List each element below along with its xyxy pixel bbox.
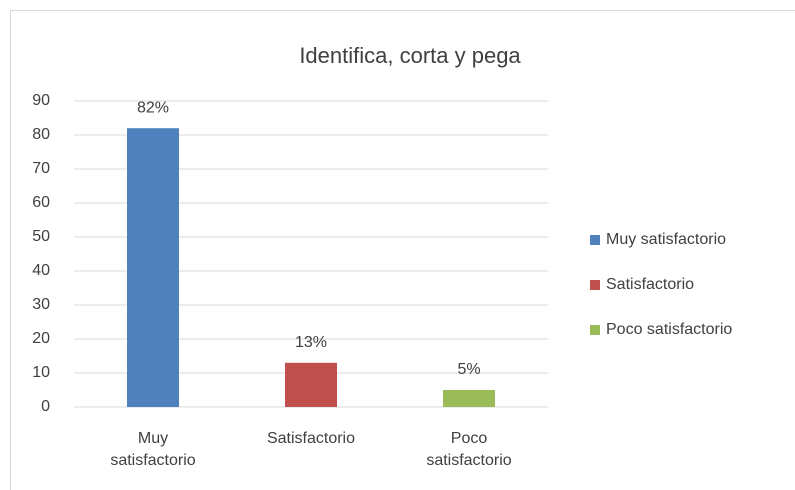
bar xyxy=(285,362,337,407)
legend-label: Satisfactorio xyxy=(606,276,694,293)
legend-swatch xyxy=(590,280,600,290)
data-label: 82% xyxy=(137,99,169,116)
x-tick-label: Muy satisfactorio xyxy=(110,430,196,469)
y-tick-label: 20 xyxy=(32,330,50,347)
legend-label: Poco satisfactorio xyxy=(606,321,732,338)
y-tick-label: 10 xyxy=(32,364,50,381)
x-tick-label: Satisfactorio xyxy=(266,430,356,447)
y-tick-label: 30 xyxy=(32,296,50,313)
y-tick-label: 90 xyxy=(32,92,50,109)
legend-label: Muy satisfactorio xyxy=(606,231,726,248)
bar xyxy=(443,390,495,407)
bar xyxy=(127,128,179,407)
y-tick-label: 40 xyxy=(32,262,50,279)
legend-swatch xyxy=(590,325,600,335)
y-tick-label: 80 xyxy=(32,126,50,143)
data-label: 13% xyxy=(295,334,327,351)
chart-title: Identifica, corta y pega xyxy=(299,43,521,68)
y-tick-label: 0 xyxy=(41,398,50,415)
y-tick-label: 70 xyxy=(32,160,50,177)
x-tick-label: Poco satisfactorio xyxy=(426,430,512,469)
data-label: 5% xyxy=(457,361,480,378)
legend-swatch xyxy=(590,235,600,245)
y-tick-label: 60 xyxy=(32,194,50,211)
y-tick-label: 50 xyxy=(32,228,50,245)
chart-border xyxy=(10,10,795,490)
